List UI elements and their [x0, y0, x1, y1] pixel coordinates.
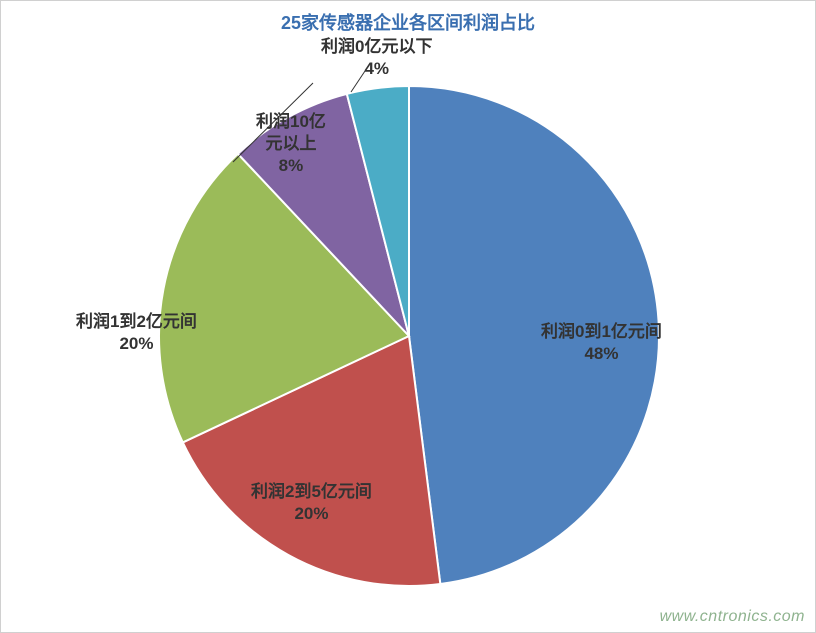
slice-label: 利润2到5亿元间20%	[251, 481, 372, 525]
slice-label-line: 利润0亿元以下	[321, 36, 432, 58]
slice-label-line: 利润0到1亿元间	[541, 321, 662, 343]
slice-label-line: 48%	[541, 343, 662, 365]
slice-label-line: 利润2到5亿元间	[251, 481, 372, 503]
slice-label-line: 4%	[321, 58, 432, 80]
slice-label: 利润0到1亿元间48%	[541, 321, 662, 365]
slice-label-line: 20%	[76, 333, 197, 355]
slice-label-line: 利润1到2亿元间	[76, 311, 197, 333]
pie-chart-container: 25家传感器企业各区间利润占比 www.cntronics.com 利润0到1亿…	[0, 0, 816, 633]
slice-label: 利润1到2亿元间20%	[76, 311, 197, 355]
slice-label-line: 8%	[256, 155, 326, 177]
slice-label: 利润10亿元以上8%	[256, 111, 326, 177]
slice-label-line: 利润10亿	[256, 111, 326, 133]
slice-label-line: 20%	[251, 503, 372, 525]
watermark: www.cntronics.com	[660, 608, 805, 626]
slice-label: 利润0亿元以下4%	[321, 36, 432, 80]
slice-label-line: 元以上	[256, 133, 326, 155]
